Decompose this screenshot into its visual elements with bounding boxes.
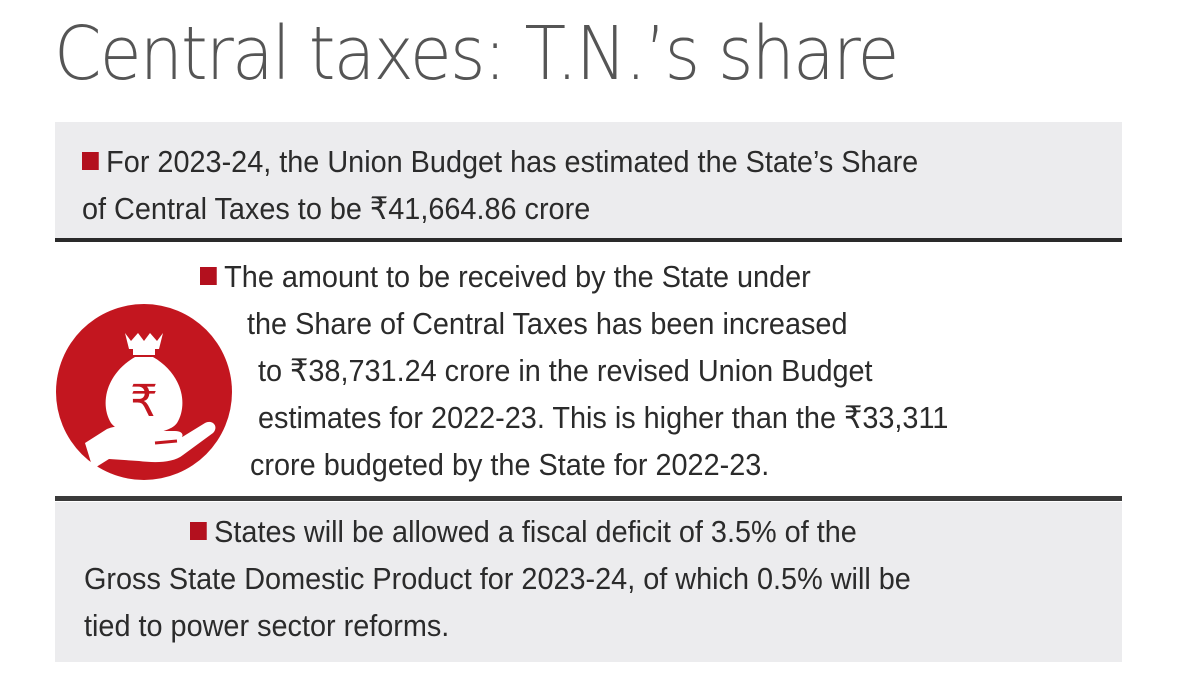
divider (55, 238, 1122, 242)
page-title: Central taxes: T.N.’s share (54, 11, 899, 97)
item-2-line-1: The amount to be received by the State u… (200, 253, 811, 300)
svg-text:₹: ₹ (130, 376, 158, 427)
divider (55, 496, 1122, 501)
item-2-line-3: to ₹38,731.24 crore in the revised Union… (258, 353, 873, 388)
item-3-line-1: States will be allowed a fiscal deficit … (190, 508, 857, 555)
bullet-icon (82, 152, 99, 170)
item-2-line-4: estimates for 2022-23. This is higher th… (258, 400, 949, 435)
item-1-line-2: of Central Taxes to be ₹41,664.86 crore (82, 191, 591, 226)
info-panel-3 (55, 502, 1122, 662)
rupee-money-bag-hand-icon: ₹ (55, 303, 233, 481)
item-2-line-5: crore budgeted by the State for 2022-23. (250, 447, 770, 482)
item-1-line-1: For 2023-24, the Union Budget has estima… (82, 138, 918, 185)
item-2-line-2: the Share of Central Taxes has been incr… (247, 306, 848, 341)
bullet-icon (200, 267, 217, 285)
item-3-line-3: tied to power sector reforms. (84, 608, 450, 643)
info-panel-1 (55, 122, 1122, 238)
item-3-line-2: Gross State Domestic Product for 2023-24… (84, 561, 911, 596)
bullet-icon (190, 522, 207, 540)
info-panel-2 (55, 244, 1122, 498)
